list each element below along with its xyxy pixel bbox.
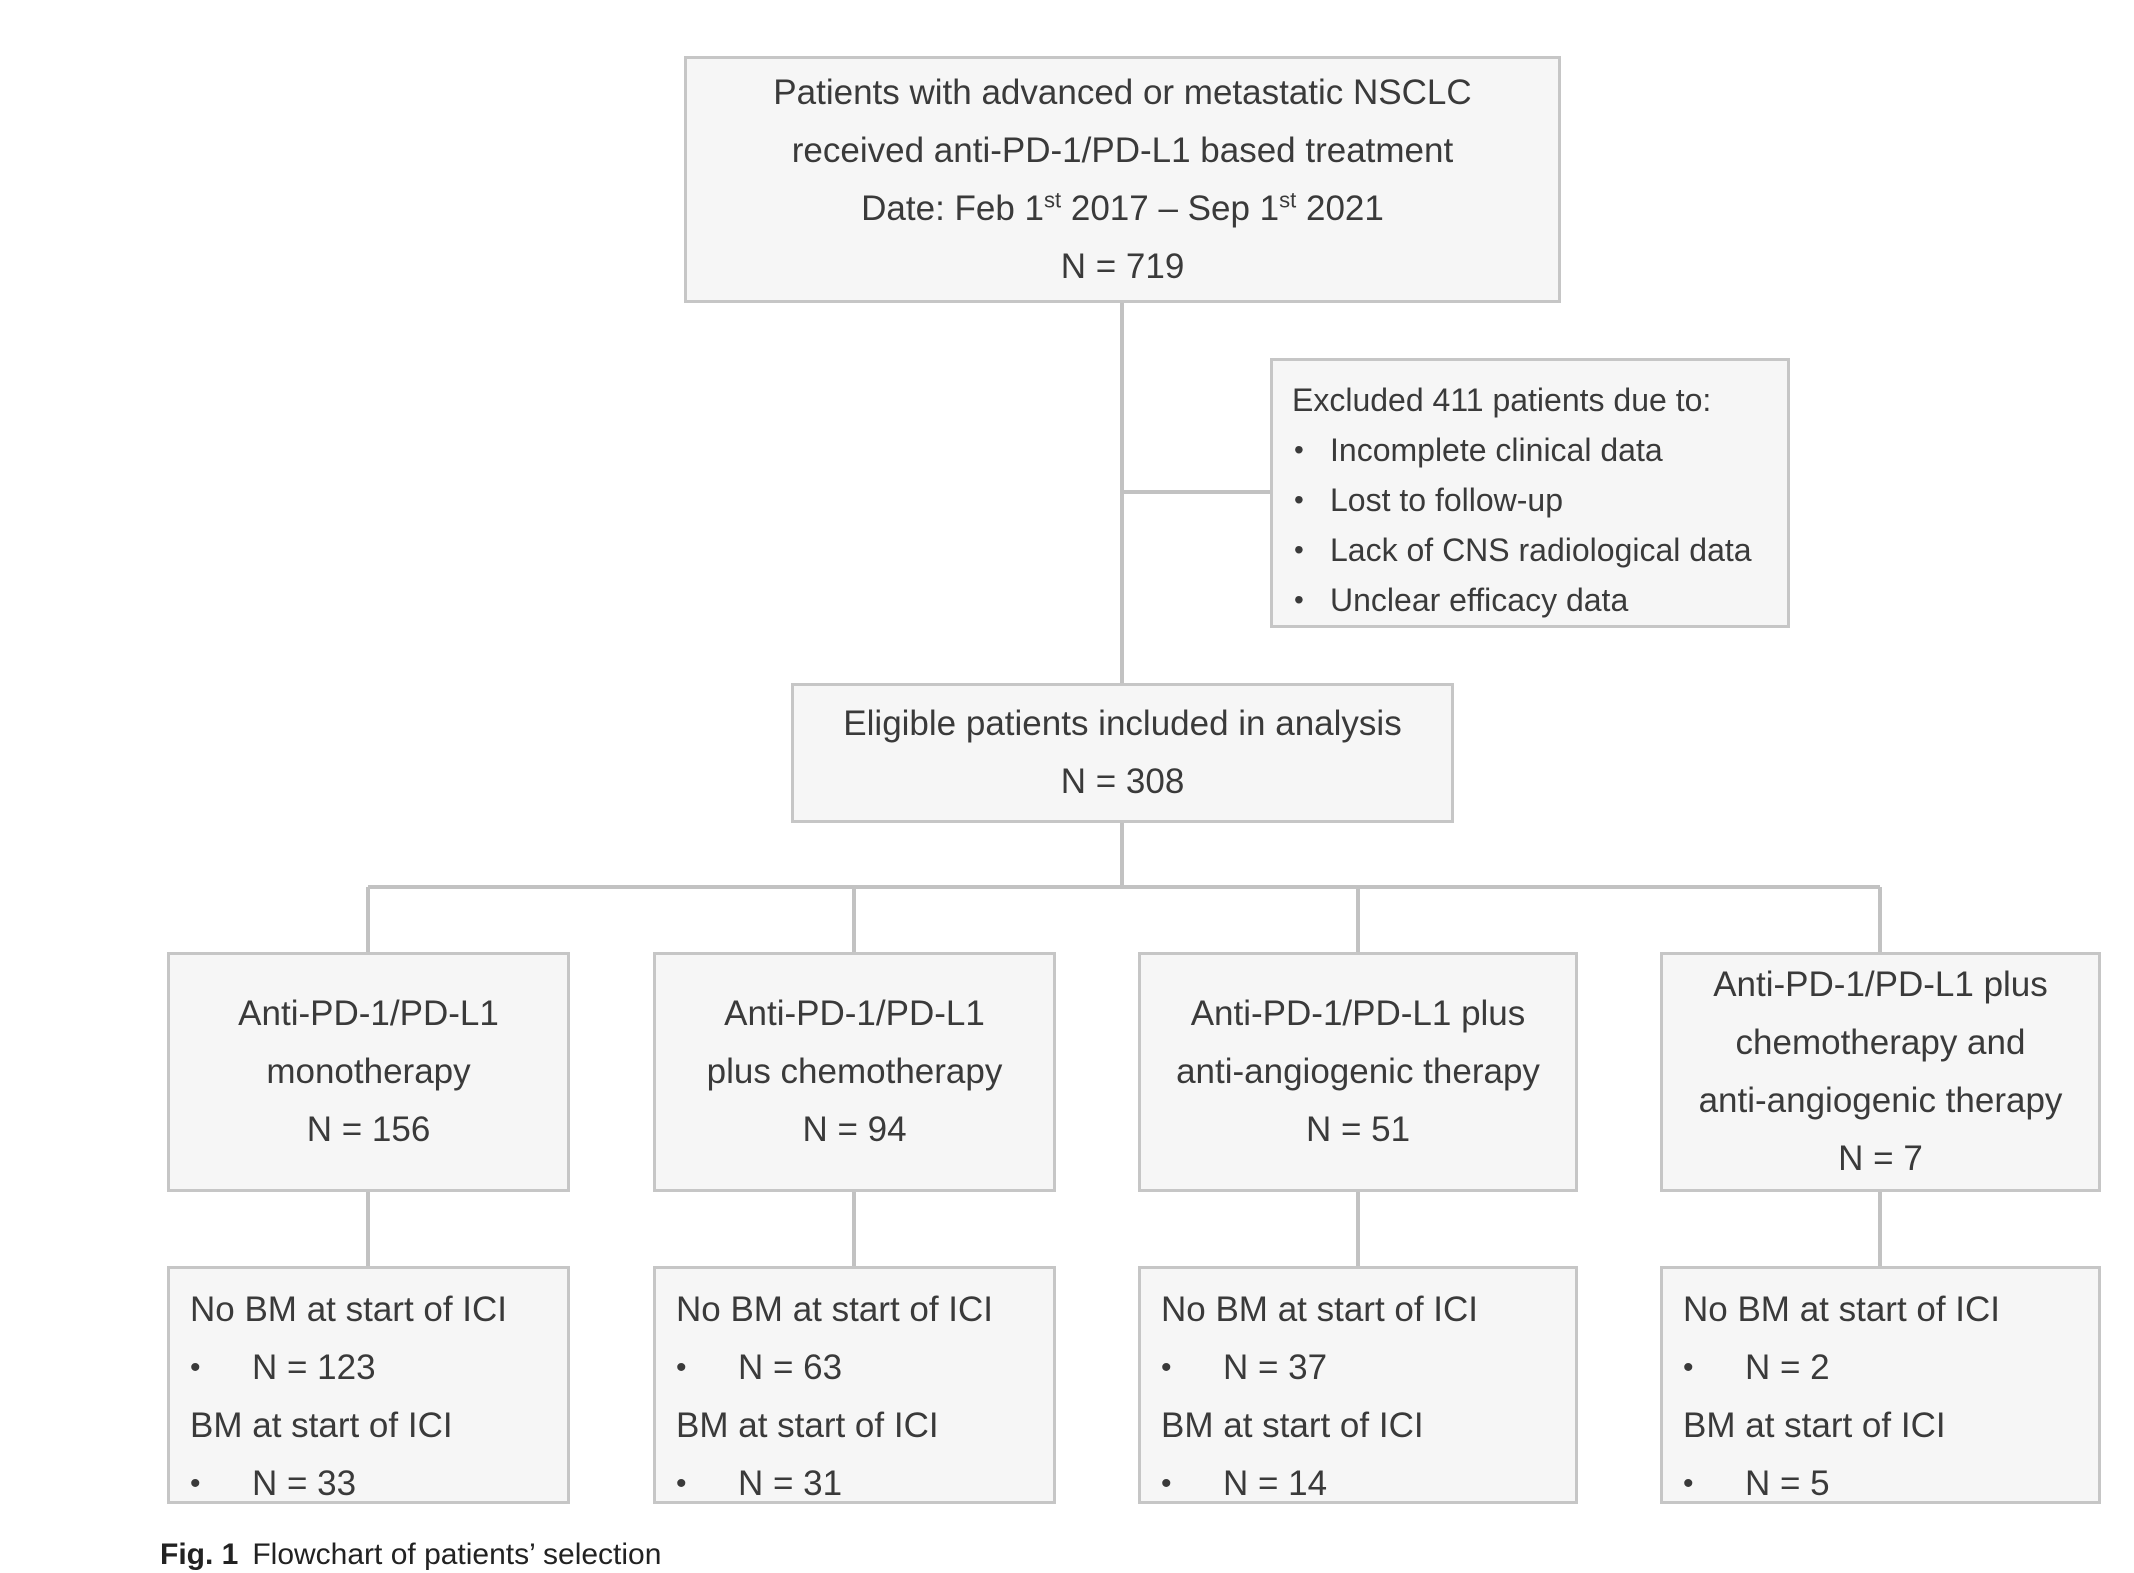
top-box-line-1: Patients with advanced or metastatic NSC… [773, 72, 1472, 112]
bm-label: BM at start of ICI [1683, 1406, 1946, 1445]
exclusion-reason: Unclear efficacy data [1292, 575, 1787, 625]
group-box-plus-anti-angiogenic: Anti-PD-1/PD-L1 plus anti-angiogenic the… [1138, 952, 1578, 1192]
figure-label: Fig. 1 [160, 1538, 239, 1571]
top-box-line-2: received anti-PD-1/PD-L1 based treatment [791, 130, 1454, 170]
bm-count: N = 5 [1683, 1455, 2098, 1513]
figure-caption-text: Flowchart of patients’ selection [252, 1538, 662, 1571]
no-bm-count: N = 2 [1683, 1339, 2098, 1397]
no-bm-count: N = 123 [190, 1339, 567, 1397]
figure-caption: Fig. 1 Flowchart of patients’ selection [160, 1538, 661, 1572]
group-box-chemo-and-anti-angiogenic: Anti-PD-1/PD-L1 plus chemotherapy and an… [1660, 952, 2101, 1192]
no-bm-count: N = 37 [1161, 1339, 1575, 1397]
exclusion-heading: Excluded 411 patients due to: [1292, 382, 1712, 418]
no-bm-label: No BM at start of ICI [190, 1290, 508, 1329]
group-title-line: Anti-PD-1/PD-L1 plus [1190, 994, 1526, 1033]
group-count: N = 51 [1305, 1110, 1411, 1149]
eligible-label: Eligible patients included in analysis [843, 704, 1402, 743]
group-count: N = 156 [306, 1110, 431, 1149]
group-title-line: Anti-PD-1/PD-L1 [724, 994, 985, 1033]
group-count: N = 94 [802, 1110, 907, 1149]
no-bm-count: N = 63 [676, 1339, 1053, 1397]
exclusion-reasons-list: Incomplete clinical data Lost to follow-… [1292, 425, 1787, 625]
no-bm-label: No BM at start of ICI [676, 1290, 994, 1329]
bm-label: BM at start of ICI [190, 1406, 453, 1445]
exclusion-reason: Lack of CNS radiological data [1292, 525, 1787, 575]
bm-split-box-plus-chemotherapy: No BM at start of ICI N = 63 BM at start… [653, 1266, 1056, 1513]
exclusion-reason: Lost to follow-up [1292, 475, 1787, 525]
exclusion-reason: Incomplete clinical data [1292, 425, 1787, 475]
bm-label: BM at start of ICI [676, 1406, 939, 1445]
bm-count: N = 33 [190, 1455, 567, 1513]
bm-split-box-plus-anti-angiogenic: No BM at start of ICI N = 37 BM at start… [1138, 1266, 1578, 1513]
bm-count: N = 14 [1161, 1455, 1575, 1513]
group-count: N = 7 [1838, 1139, 1923, 1178]
no-bm-label: No BM at start of ICI [1683, 1290, 2001, 1329]
top-box-date: Date: Feb 1st 2017 – Sep 1st 2021 [861, 186, 1384, 228]
group-title-line: anti-angiogenic therapy [1698, 1081, 2063, 1120]
group-title-line: Anti-PD-1/PD-L1 [238, 994, 499, 1033]
group-box-monotherapy: Anti-PD-1/PD-L1 monotherapy N = 156 [167, 952, 570, 1192]
top-box-all-patients: Patients with advanced or metastatic NSC… [684, 56, 1561, 303]
group-title-line: chemotherapy and [1735, 1023, 2026, 1062]
top-box-count: N = 719 [1060, 246, 1185, 286]
group-title-line: Anti-PD-1/PD-L1 plus [1713, 965, 2048, 1004]
group-title-line: anti-angiogenic therapy [1176, 1052, 1540, 1091]
exclusion-box: Excluded 411 patients due to: Incomplete… [1270, 358, 1790, 628]
bm-count: N = 31 [676, 1455, 1053, 1513]
bm-split-box-monotherapy: No BM at start of ICI N = 123 BM at star… [167, 1266, 570, 1513]
bm-split-box-chemo-and-anti-angiogenic: No BM at start of ICI N = 2 BM at start … [1660, 1266, 2101, 1513]
eligible-box: Eligible patients included in analysis N… [791, 683, 1454, 823]
group-box-plus-chemotherapy: Anti-PD-1/PD-L1 plus chemotherapy N = 94 [653, 952, 1056, 1192]
group-title-line: monotherapy [266, 1052, 471, 1091]
group-title-line: plus chemotherapy [706, 1052, 1003, 1091]
bm-label: BM at start of ICI [1161, 1406, 1424, 1445]
eligible-count: N = 308 [1060, 762, 1185, 801]
no-bm-label: No BM at start of ICI [1161, 1290, 1479, 1329]
